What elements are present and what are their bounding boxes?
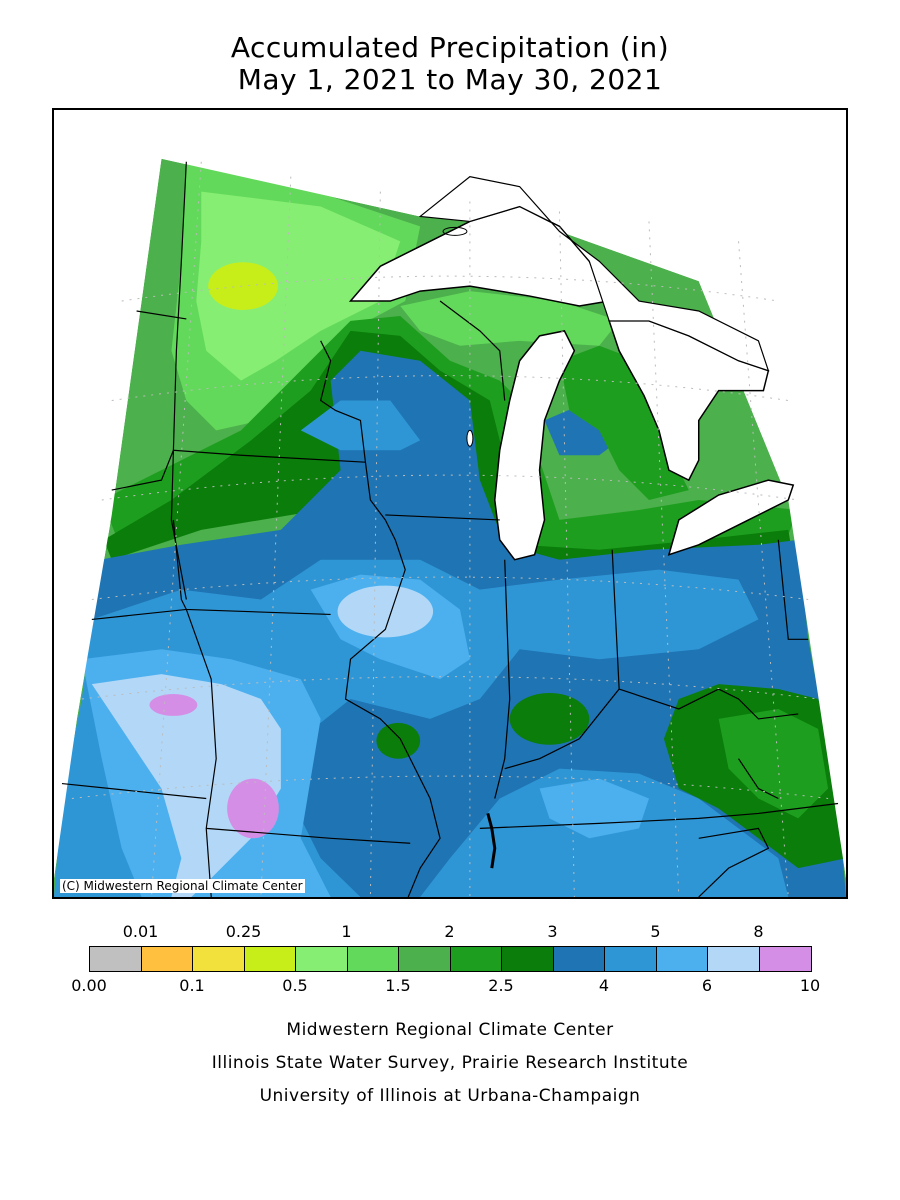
outside-mask-right xyxy=(788,500,846,879)
color-legend: 0.00 0.1 0.5 1.5 2.5 4 6 10 0.01 0.25 1 2 3 5 8 xyxy=(0,920,900,1000)
isle-royale xyxy=(442,226,468,236)
zone-0.25in-north xyxy=(208,262,278,310)
legend-swatch xyxy=(244,947,296,971)
legend-top-label: 1 xyxy=(341,922,352,941)
zone-2in-michigan xyxy=(559,345,689,501)
legend-swatch xyxy=(605,947,657,971)
canada-land xyxy=(418,176,770,372)
mississippi-river xyxy=(486,813,497,869)
zone-0.5in-north xyxy=(196,191,401,381)
legend-bottom-label: 6 xyxy=(701,976,713,995)
legend-swatch xyxy=(759,947,811,971)
legend-color-bar xyxy=(89,946,812,972)
outside-mask-top xyxy=(54,110,846,879)
legend-top-label: 0.01 xyxy=(122,922,159,941)
lake-winnebago xyxy=(466,429,474,447)
legend-bottom-label: 10 xyxy=(799,976,821,995)
zone-8in-west xyxy=(91,674,281,897)
legend-bottom-label: 0.1 xyxy=(179,976,205,995)
legend-bottom-label: 0.00 xyxy=(71,976,107,995)
legend-top-label: 2 xyxy=(444,922,455,941)
zone-2in-southeast xyxy=(718,708,829,819)
map-date-range: May 1, 2021 to May 30, 2021 xyxy=(237,63,663,96)
zone-8in-central xyxy=(337,585,434,638)
legend-swatch xyxy=(450,947,502,971)
zone-6in-south xyxy=(539,778,649,839)
state-borders xyxy=(61,161,839,897)
legend-swatch xyxy=(399,947,451,971)
map-canvas xyxy=(54,110,846,897)
legend-top-label: 3 xyxy=(547,922,558,941)
legend-swatch xyxy=(708,947,760,971)
lake-michigan xyxy=(494,330,576,561)
legend-bottom-label: 0.5 xyxy=(282,976,308,995)
credit-organization: Midwestern Regional Climate Center xyxy=(286,1020,614,1040)
legend-bottom-label: 2.5 xyxy=(488,976,514,995)
legend-swatch xyxy=(90,947,142,971)
legend-swatch xyxy=(656,947,708,971)
legend-swatch xyxy=(502,947,554,971)
zone-2.5in-missouri xyxy=(376,722,421,759)
map-title: Accumulated Precipitation (in) xyxy=(230,31,670,64)
legend-swatch xyxy=(193,947,245,971)
legend-bottom-label: 4 xyxy=(598,976,610,995)
legend-top-label: 5 xyxy=(650,922,661,941)
zone-10in-west xyxy=(149,694,198,716)
legend-swatch xyxy=(347,947,399,971)
zone-10in-south xyxy=(227,778,279,839)
legend-top-label: 0.25 xyxy=(225,922,262,941)
legend-swatch xyxy=(553,947,605,971)
legend-swatch xyxy=(141,947,193,971)
lake-erie xyxy=(667,479,795,556)
zone-2.5in-indiana xyxy=(509,693,590,745)
map-copyright: (C) Midwestern Regional Climate Center xyxy=(60,879,305,893)
credit-university: University of Illinois at Urbana-Champai… xyxy=(259,1086,641,1106)
precipitation-map: (C) Midwestern Regional Climate Center xyxy=(52,108,848,899)
credit-institute: Illinois State Water Survey, Prairie Res… xyxy=(211,1053,689,1073)
legend-swatch xyxy=(296,947,348,971)
legend-top-label: 8 xyxy=(753,922,764,941)
lat-lon-grid xyxy=(71,161,829,897)
legend-bottom-label: 1.5 xyxy=(385,976,411,995)
